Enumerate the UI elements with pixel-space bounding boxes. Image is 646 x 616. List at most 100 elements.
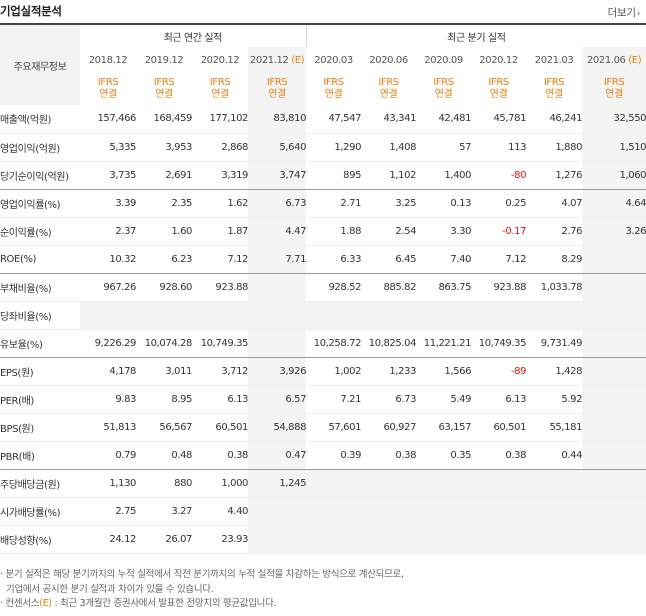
- table-cell: 4.47: [248, 217, 306, 246]
- table-cell: [582, 273, 646, 302]
- row-label: 유보율(%): [0, 329, 80, 358]
- ifrs-header-row: IFRS 연결 IFRS 연결 IFRS 연결 IFRS 연결 IFRS 연결 IFRS 연결 IFRS…: [0, 73, 646, 105]
- table-cell: 24.12: [80, 525, 136, 554]
- table-cell: 57: [416, 133, 471, 162]
- table-cell: 1.60: [136, 217, 192, 246]
- ifrs-label: IFRS: [266, 77, 288, 88]
- table-cell: 6.23: [136, 245, 192, 274]
- table-cell: [471, 497, 527, 526]
- table-cell: 3,747: [248, 161, 306, 190]
- table-cell: 1,566: [416, 357, 471, 386]
- table-cell: 6.45: [361, 245, 416, 274]
- table-cell: 1,060: [582, 161, 646, 190]
- table-cell: 7.12: [471, 245, 526, 274]
- table-cell: 0.79: [80, 441, 136, 470]
- table-cell: 6.13: [471, 385, 526, 414]
- table-cell: 0.38: [192, 441, 248, 470]
- table-cell: 26.07: [136, 525, 192, 554]
- footnotes: · 분기 실적은 해당 분기까지의 누적 실적에서 직전 분기까지의 누적 실적…: [0, 568, 646, 612]
- quarter-group-header: 최근 분기 실적: [447, 32, 506, 44]
- period-label: 2021.12: [249, 54, 289, 66]
- period-header: 2018.12: [80, 47, 136, 73]
- footnote-consensus-label: · 컨센서스: [0, 598, 40, 609]
- table-cell: 3,953: [136, 133, 192, 162]
- table-cell: 2,868: [192, 133, 248, 162]
- ifrs-badge: IFRS 연결: [80, 73, 136, 105]
- period-label: 2019.12: [144, 54, 184, 66]
- table-cell: [582, 385, 646, 414]
- table-cell: [416, 525, 472, 554]
- ifrs-badge: IFRS 연결: [471, 73, 526, 105]
- row-label: 영업이익(억원): [0, 133, 80, 162]
- table-row: 당좌비율(%): [0, 301, 646, 330]
- table-cell: [306, 525, 362, 554]
- table-cell: 1.87: [192, 217, 248, 246]
- consolidated-label: 연결: [489, 89, 508, 100]
- table-row: PER(배) 9.83 8.95 6.13 6.57 7.21 6.73 5.49 6.13 5.…: [0, 385, 646, 414]
- table-cell: 157,466: [80, 105, 136, 134]
- table-cell: 6.13: [192, 385, 248, 414]
- row-label: 당좌비율(%): [0, 301, 80, 330]
- period-label: 2020.12: [479, 54, 518, 66]
- ifrs-badge: IFRS 연결: [361, 73, 416, 105]
- table-cell: [416, 469, 472, 498]
- row-label: 영업이익률(%): [0, 189, 80, 218]
- table-cell: 1,290: [306, 133, 361, 162]
- table-cell: 46,241: [526, 105, 582, 134]
- table-cell: 4,178: [80, 357, 136, 386]
- table-cell: 1,400: [416, 161, 471, 190]
- table-row: 영업이익(억원) 5,335 3,953 2,868 5,640 1,290 1,408 57…: [0, 133, 646, 162]
- ifrs-label: IFRS: [543, 77, 565, 88]
- row-label: 시가배당률(%): [0, 497, 80, 526]
- ifrs-badge: IFRS 연결: [136, 73, 192, 105]
- consolidated-label: 연결: [99, 89, 117, 100]
- table-cell: 45,781: [471, 105, 526, 134]
- table-cell: 1,033.78: [526, 273, 582, 302]
- table-cell: 8.95: [136, 385, 192, 414]
- ifrs-label: IFRS: [209, 77, 231, 88]
- table-cell: 0.47: [248, 441, 306, 470]
- table-cell: 63,157: [416, 413, 471, 442]
- table-cell: [471, 469, 527, 498]
- table-cell: [582, 357, 646, 386]
- table-cell: 3,712: [192, 357, 248, 386]
- table-cell: 7.21: [306, 385, 361, 414]
- table-cell: 3.27: [136, 497, 192, 526]
- table-cell: 32,550: [582, 105, 646, 134]
- table-cell: 56,567: [136, 413, 192, 442]
- row-label: 주당배당금(원): [0, 469, 80, 498]
- table-cell: 928.60: [136, 273, 192, 302]
- table-cell: [192, 301, 248, 330]
- table-cell: 0.25: [471, 189, 526, 218]
- table-cell: 2.35: [136, 189, 192, 218]
- table-cell: 60,501: [471, 413, 526, 442]
- more-label: 더보기: [607, 7, 636, 19]
- table-cell: 1,002: [306, 357, 361, 386]
- table-cell: 0.48: [136, 441, 192, 470]
- period-label: 2020.12: [200, 54, 240, 66]
- table-cell: [526, 301, 583, 330]
- table-cell: 2.71: [306, 189, 361, 218]
- table-cell: 7.71: [248, 245, 306, 274]
- period-header: 2020.09: [416, 47, 471, 73]
- table-row: 매출액(억원) 157,466 168,459 177,102 83,810 47,547…: [0, 105, 646, 134]
- table-cell: [582, 441, 646, 470]
- ifrs-badge: IFRS 연결: [306, 73, 361, 105]
- table-cell: [248, 329, 307, 358]
- table-cell: 885.82: [361, 273, 416, 302]
- table-cell: 54,888: [248, 413, 306, 442]
- table-cell: 7.40: [416, 245, 471, 274]
- table-cell: [248, 525, 307, 554]
- table-cell: 1,000: [192, 469, 248, 498]
- section-header: 기업실적분석 더보기›: [0, 0, 646, 24]
- table-row: 당기순이익(억원) 3,735 2,691 3,319 3,747 895 1,102 1,4…: [0, 161, 646, 190]
- footnote-consensus-text: : 최근 3개월간 증권사에서 발표한 전망치의 평균값입니다.: [51, 598, 277, 609]
- section-title: 기업실적분석: [0, 4, 62, 18]
- table-cell: 923.88: [471, 273, 526, 302]
- table-cell: 10.32: [80, 245, 136, 274]
- table-cell: 3,926: [248, 357, 306, 386]
- period-header-row: 2018.12 2019.12 2020.12 2021.12 (E) 2020.03 2…: [0, 47, 646, 73]
- table-cell: 2.76: [526, 217, 582, 246]
- more-link[interactable]: 더보기›: [607, 5, 641, 20]
- table-cell: 6.73: [361, 385, 416, 414]
